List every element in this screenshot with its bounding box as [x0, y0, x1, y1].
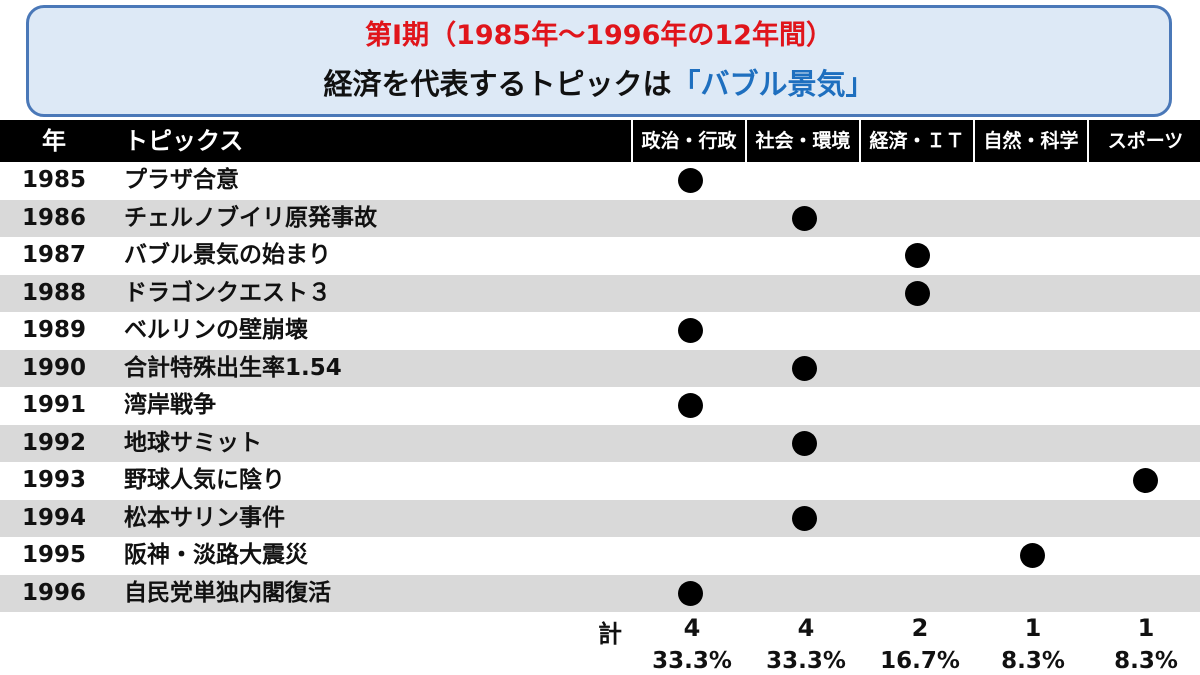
- row-year: 1988: [22, 279, 87, 306]
- row-year: 1992: [22, 429, 87, 456]
- row-topic: チェルノブイリ原発事故: [124, 204, 377, 231]
- row-topic: 合計特殊出生率1.54: [124, 354, 342, 381]
- table-header: 年 トピックス 政治・行政 社会・環境 経済・ＩＴ 自然・科学 スポーツ: [0, 120, 1200, 162]
- table-row: 1989 ベルリンの壁崩壊: [0, 312, 1200, 349]
- title-box: 第Ⅰ期（1985年～1996年の12年間） 経済を代表するトピックは「バブル景気…: [26, 5, 1172, 117]
- row-topic: ドラゴンクエスト３: [124, 279, 331, 306]
- category-dot: [677, 580, 703, 606]
- row-topic: 松本サリン事件: [124, 504, 285, 531]
- total-percent-politics: 33.3%: [652, 648, 732, 674]
- table-row: 1987 バブル景気の始まり: [0, 237, 1200, 274]
- category-dot: [791, 430, 817, 456]
- row-year: 1986: [22, 204, 87, 231]
- header-category-economy: 経済・ＩＴ: [859, 120, 973, 162]
- total-count-sports: 1: [1137, 614, 1155, 642]
- row-year: 1996: [22, 579, 87, 606]
- total-percent-economy: 16.7%: [880, 648, 960, 674]
- row-topic: 湾岸戦争: [124, 392, 216, 418]
- row-topic: 阪神・淡路大震災: [124, 542, 308, 568]
- table-row: 1993 野球人気に陰り: [0, 462, 1200, 499]
- category-dot: [791, 205, 817, 231]
- totals-row: 計 4 4 2 1 1 33.3% 33.3% 16.7% 8.3% 8.3%: [0, 612, 1200, 674]
- total-percent-sports: 8.3%: [1114, 648, 1178, 674]
- table-row: 1988 ドラゴンクエスト３: [0, 274, 1200, 312]
- header-category-politics: 政治・行政: [631, 120, 745, 162]
- row-topic: プラザ合意: [124, 167, 239, 193]
- header-category-sports: スポーツ: [1087, 120, 1200, 162]
- category-dot: [1132, 468, 1158, 493]
- row-year: 1990: [22, 354, 87, 381]
- header-year: 年: [42, 127, 66, 155]
- row-topic: 野球人気に陰り: [124, 467, 285, 493]
- row-year: 1985: [22, 167, 87, 193]
- category-dot: [677, 168, 703, 193]
- title-period: 第Ⅰ期（1985年～1996年の12年間）: [365, 20, 833, 51]
- total-count-science: 1: [1024, 614, 1042, 642]
- total-count-politics: 4: [683, 614, 701, 642]
- header-category-society: 社会・環境: [745, 120, 859, 162]
- row-year: 1987: [22, 242, 87, 268]
- row-year: 1993: [22, 467, 87, 493]
- subtitle-highlight: 「バブル景気」: [671, 67, 875, 101]
- totals-label: 計: [598, 620, 622, 648]
- row-year: 1989: [22, 317, 87, 343]
- category-dot: [677, 318, 703, 343]
- table-row: 1992 地球サミット: [0, 424, 1200, 462]
- table-row: 1991 湾岸戦争: [0, 387, 1200, 424]
- table-row: 1996 自民党単独内閣復活: [0, 574, 1200, 612]
- subtitle-prefix: 経済を代表するトピックは: [323, 67, 672, 101]
- row-year: 1994: [22, 504, 87, 531]
- row-year: 1995: [22, 542, 87, 568]
- row-topic: 自民党単独内閣復活: [124, 579, 331, 606]
- table-row: 1994 松本サリン事件: [0, 499, 1200, 537]
- header-topic: トピックス: [124, 127, 244, 155]
- category-dot: [1019, 543, 1045, 568]
- category-dot: [677, 393, 703, 418]
- total-count-society: 4: [797, 614, 815, 642]
- row-topic: バブル景気の始まり: [124, 242, 331, 268]
- row-topic: 地球サミット: [124, 429, 262, 456]
- total-percent-society: 33.3%: [766, 648, 846, 674]
- table-row: 1985 プラザ合意: [0, 162, 1200, 199]
- row-year: 1991: [22, 392, 87, 418]
- category-dot: [904, 280, 930, 306]
- row-topic: ベルリンの壁崩壊: [124, 317, 308, 343]
- title-subtitle: 経済を代表するトピックは「バブル景気」: [29, 66, 1169, 102]
- table-row: 1990 合計特殊出生率1.54: [0, 349, 1200, 387]
- category-dot: [791, 355, 817, 381]
- category-dot: [904, 243, 930, 268]
- table-row: 1995 阪神・淡路大震災: [0, 537, 1200, 574]
- table-row: 1986 チェルノブイリ原発事故: [0, 199, 1200, 237]
- category-dot: [791, 505, 817, 531]
- total-percent-science: 8.3%: [1001, 648, 1065, 674]
- header-category-science: 自然・科学: [973, 120, 1087, 162]
- total-count-economy: 2: [911, 614, 929, 642]
